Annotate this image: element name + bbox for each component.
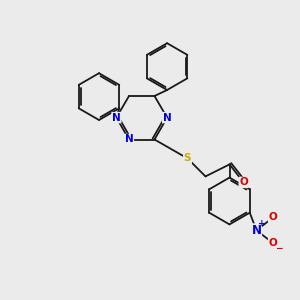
Text: S: S [184,153,191,164]
Text: N: N [124,134,134,145]
Text: N: N [112,112,121,123]
Text: O: O [239,177,248,188]
Text: O: O [268,212,278,223]
Text: N: N [163,112,172,123]
Text: N: N [251,224,262,237]
Text: O: O [268,238,278,248]
Text: −: − [275,244,282,253]
Text: +: + [258,219,266,228]
